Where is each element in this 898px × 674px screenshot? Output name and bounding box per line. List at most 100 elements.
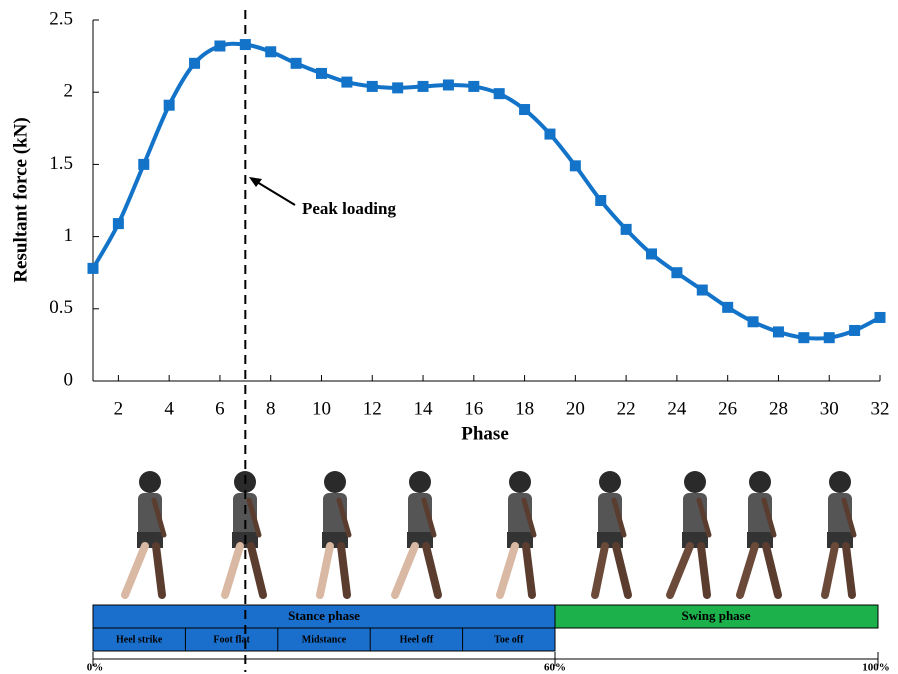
marker	[468, 81, 479, 92]
x-tick-label: 20	[566, 398, 585, 419]
gait-bar: Stance phase Swing phase 0% 60% 100%	[87, 605, 890, 674]
sub-phase-label: Toe off	[494, 634, 524, 645]
marker	[824, 332, 835, 343]
y-axis-title: Resultant force (kN)	[10, 117, 31, 282]
head	[829, 471, 851, 493]
sub-phase-label: Heel off	[400, 634, 434, 645]
marker	[138, 159, 149, 170]
walker-figure	[395, 471, 438, 595]
walker-figure	[740, 471, 778, 595]
marker	[773, 326, 784, 337]
marker	[494, 88, 505, 99]
marker	[646, 248, 657, 259]
y-tick-label: 1	[64, 225, 74, 246]
leg	[616, 546, 628, 595]
percent-label: 0%	[87, 662, 104, 674]
head	[684, 471, 706, 493]
leg	[225, 546, 240, 595]
marker	[240, 39, 251, 50]
leg	[156, 546, 162, 595]
stance-label: Stance phase	[288, 608, 360, 623]
head	[409, 471, 431, 493]
marker	[316, 68, 327, 79]
percent-label: 60%	[544, 662, 566, 674]
marker	[443, 79, 454, 90]
leg	[740, 546, 755, 595]
x-tick-label: 22	[617, 398, 636, 419]
marker	[418, 81, 429, 92]
x-tick-label: 24	[667, 398, 687, 419]
walker-figure	[825, 471, 854, 595]
sub-phase-label: Heel strike	[116, 634, 163, 645]
leg	[701, 546, 707, 595]
leg	[526, 546, 532, 595]
y-tick-label: 2.5	[49, 8, 73, 29]
head	[599, 471, 621, 493]
marker	[570, 160, 581, 171]
marker	[367, 81, 378, 92]
x-axis-title: Phase	[461, 423, 509, 444]
marker	[875, 312, 886, 323]
head	[509, 471, 531, 493]
percent-label: 100%	[862, 662, 890, 674]
x-tick-label: 12	[363, 398, 382, 419]
marker	[722, 302, 733, 313]
head	[139, 471, 161, 493]
marker	[189, 58, 200, 69]
sub-phase-label: Midstance	[302, 634, 347, 645]
marker	[214, 40, 225, 51]
leg	[395, 546, 415, 595]
marker	[798, 332, 809, 343]
head	[749, 471, 771, 493]
figure: Resultant force (kN) Phase Stance phase …	[0, 0, 898, 674]
x-tick-label: 30	[820, 398, 839, 419]
leg	[341, 546, 347, 595]
swing-label: Swing phase	[682, 608, 751, 623]
walker-figure	[670, 471, 709, 595]
leg	[670, 546, 690, 595]
x-tick-label: 4	[164, 398, 174, 419]
y-tick-label: 0	[64, 369, 74, 390]
leg	[595, 546, 605, 595]
y-tick-label: 0.5	[49, 297, 73, 318]
marker	[341, 77, 352, 88]
line	[93, 44, 880, 339]
leg	[766, 546, 778, 595]
marker	[671, 267, 682, 278]
leg	[320, 546, 330, 595]
x-tick-label: 14	[414, 398, 434, 419]
annotation: Peak loading	[302, 199, 396, 218]
x-tick-label: 18	[515, 398, 534, 419]
x-tick-label: 2	[114, 398, 124, 419]
x-tick-label: 26	[718, 398, 737, 419]
marker	[265, 46, 276, 57]
marker	[113, 218, 124, 229]
marker	[392, 82, 403, 93]
marker	[544, 129, 555, 140]
y-tick-label: 1.5	[49, 153, 73, 174]
x-tick-label: 16	[464, 398, 483, 419]
marker	[621, 224, 632, 235]
x-tick-label: 32	[871, 398, 890, 419]
walker-figure	[125, 471, 164, 595]
leg	[251, 546, 263, 595]
walker-figure	[500, 471, 534, 595]
walker-figure	[595, 471, 628, 595]
x-tick-label: 8	[266, 398, 276, 419]
marker	[849, 325, 860, 336]
marker	[595, 195, 606, 206]
leg	[426, 546, 438, 595]
x-tick-label: 28	[769, 398, 788, 419]
leg	[125, 546, 145, 595]
marker	[164, 100, 175, 111]
head	[324, 471, 346, 493]
x-tick-label: 10	[312, 398, 331, 419]
x-tick-label: 6	[215, 398, 225, 419]
marker	[519, 104, 530, 115]
walker-figure	[225, 471, 263, 595]
leg	[846, 546, 852, 595]
walker-figure	[320, 471, 349, 595]
leg	[500, 546, 515, 595]
y-tick-label: 2	[64, 81, 74, 102]
arrow-head	[249, 177, 262, 187]
